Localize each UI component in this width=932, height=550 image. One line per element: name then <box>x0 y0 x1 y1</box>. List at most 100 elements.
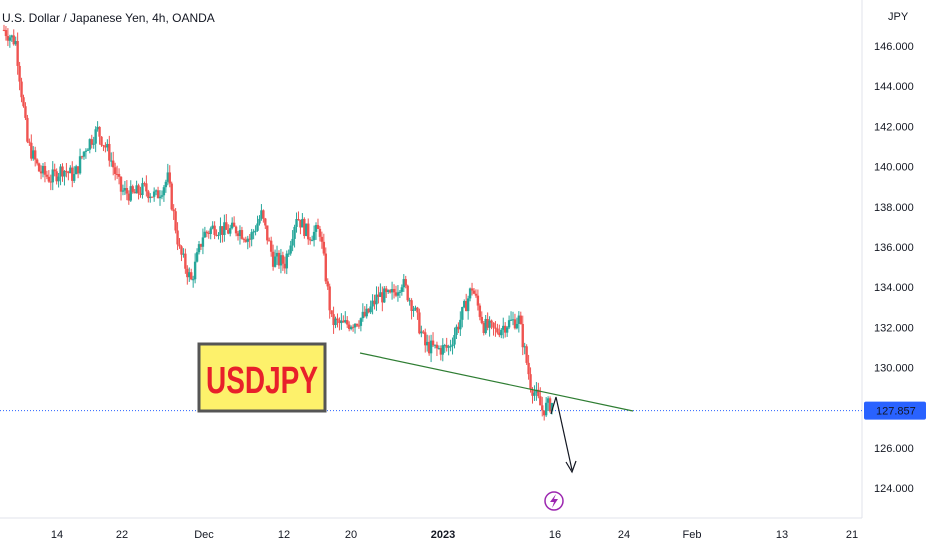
candle <box>20 77 23 103</box>
candle <box>277 250 281 269</box>
time-tick-label: 2023 <box>431 529 455 541</box>
candle <box>505 326 509 337</box>
candle <box>51 161 54 191</box>
candle <box>486 312 489 331</box>
candle <box>151 196 154 198</box>
candle <box>398 290 402 299</box>
candle <box>375 286 378 311</box>
candle <box>12 29 15 46</box>
forecast-arrow[interactable] <box>550 396 577 474</box>
candle <box>464 293 468 312</box>
trendline[interactable] <box>359 352 634 412</box>
candle <box>542 410 546 421</box>
candle <box>230 217 234 230</box>
candle <box>71 161 74 188</box>
candle <box>32 146 35 161</box>
candle <box>221 226 224 243</box>
candle <box>336 313 339 328</box>
price-axis-unit: JPY <box>888 11 909 23</box>
candle <box>215 229 218 237</box>
candle <box>193 253 197 284</box>
candle <box>264 217 267 230</box>
candle <box>115 165 119 179</box>
price-axis[interactable]: 146.000 144.000 142.000 140.000 138.000 136.0… <box>874 41 914 495</box>
candle <box>383 286 386 303</box>
candle <box>503 322 507 338</box>
candle <box>394 285 398 298</box>
candle <box>453 327 456 349</box>
ticker-badge[interactable]: USDJPY <box>197 342 327 413</box>
candle <box>135 180 138 194</box>
candle <box>320 231 324 249</box>
candle <box>129 180 132 203</box>
candle <box>74 164 78 175</box>
candle <box>149 193 152 203</box>
candle <box>63 170 66 186</box>
candle <box>326 278 329 290</box>
candle <box>238 225 242 245</box>
candle <box>250 228 253 247</box>
candle <box>182 248 185 258</box>
candle <box>30 134 33 161</box>
candles <box>2 24 554 421</box>
candle <box>373 294 376 310</box>
candle <box>318 225 322 242</box>
candle <box>164 179 168 193</box>
candle <box>211 221 214 230</box>
candle <box>127 190 131 205</box>
candle <box>322 233 326 256</box>
candle <box>439 345 443 361</box>
candle <box>305 223 308 237</box>
candle <box>363 306 366 318</box>
candle <box>39 165 43 180</box>
candle <box>73 166 76 183</box>
time-tick-label: 22 <box>116 529 128 541</box>
candle <box>4 26 8 41</box>
candle <box>156 186 160 199</box>
candle <box>184 248 187 274</box>
price-tick-label: 130.000 <box>874 363 914 375</box>
candle <box>301 213 304 228</box>
candle <box>41 163 45 178</box>
candle <box>248 234 251 248</box>
candle <box>281 251 285 271</box>
time-axis[interactable]: 14 22 Dec 12 20 2023 16 24 Feb 13 21 <box>51 529 858 541</box>
chart-grid <box>0 0 863 519</box>
candle <box>180 245 183 262</box>
candle <box>289 240 292 256</box>
candle <box>441 338 444 362</box>
candle <box>86 148 90 151</box>
candle <box>507 315 511 330</box>
candle <box>55 168 58 185</box>
candle <box>328 283 331 319</box>
candle <box>96 121 99 132</box>
lightning-icon[interactable] <box>544 491 564 511</box>
candle <box>402 274 405 292</box>
candle <box>147 189 150 203</box>
candle <box>353 322 357 334</box>
time-tick-label: 21 <box>846 529 858 541</box>
candle <box>525 344 528 365</box>
candle <box>125 180 129 201</box>
candle <box>330 310 333 317</box>
candle <box>154 189 158 196</box>
candle <box>478 303 482 321</box>
candle <box>445 337 448 352</box>
candle <box>340 313 343 330</box>
candle <box>310 235 314 242</box>
candle <box>381 286 384 312</box>
candle <box>279 248 283 274</box>
candle <box>78 148 82 175</box>
candle <box>468 287 472 302</box>
candle <box>8 34 12 48</box>
candle <box>117 168 121 185</box>
candle <box>256 215 259 232</box>
candle <box>416 306 419 320</box>
candle <box>69 165 72 174</box>
candle <box>291 230 294 252</box>
candle <box>351 324 355 332</box>
candle <box>188 267 191 282</box>
candle <box>201 228 205 255</box>
candle <box>517 311 521 333</box>
